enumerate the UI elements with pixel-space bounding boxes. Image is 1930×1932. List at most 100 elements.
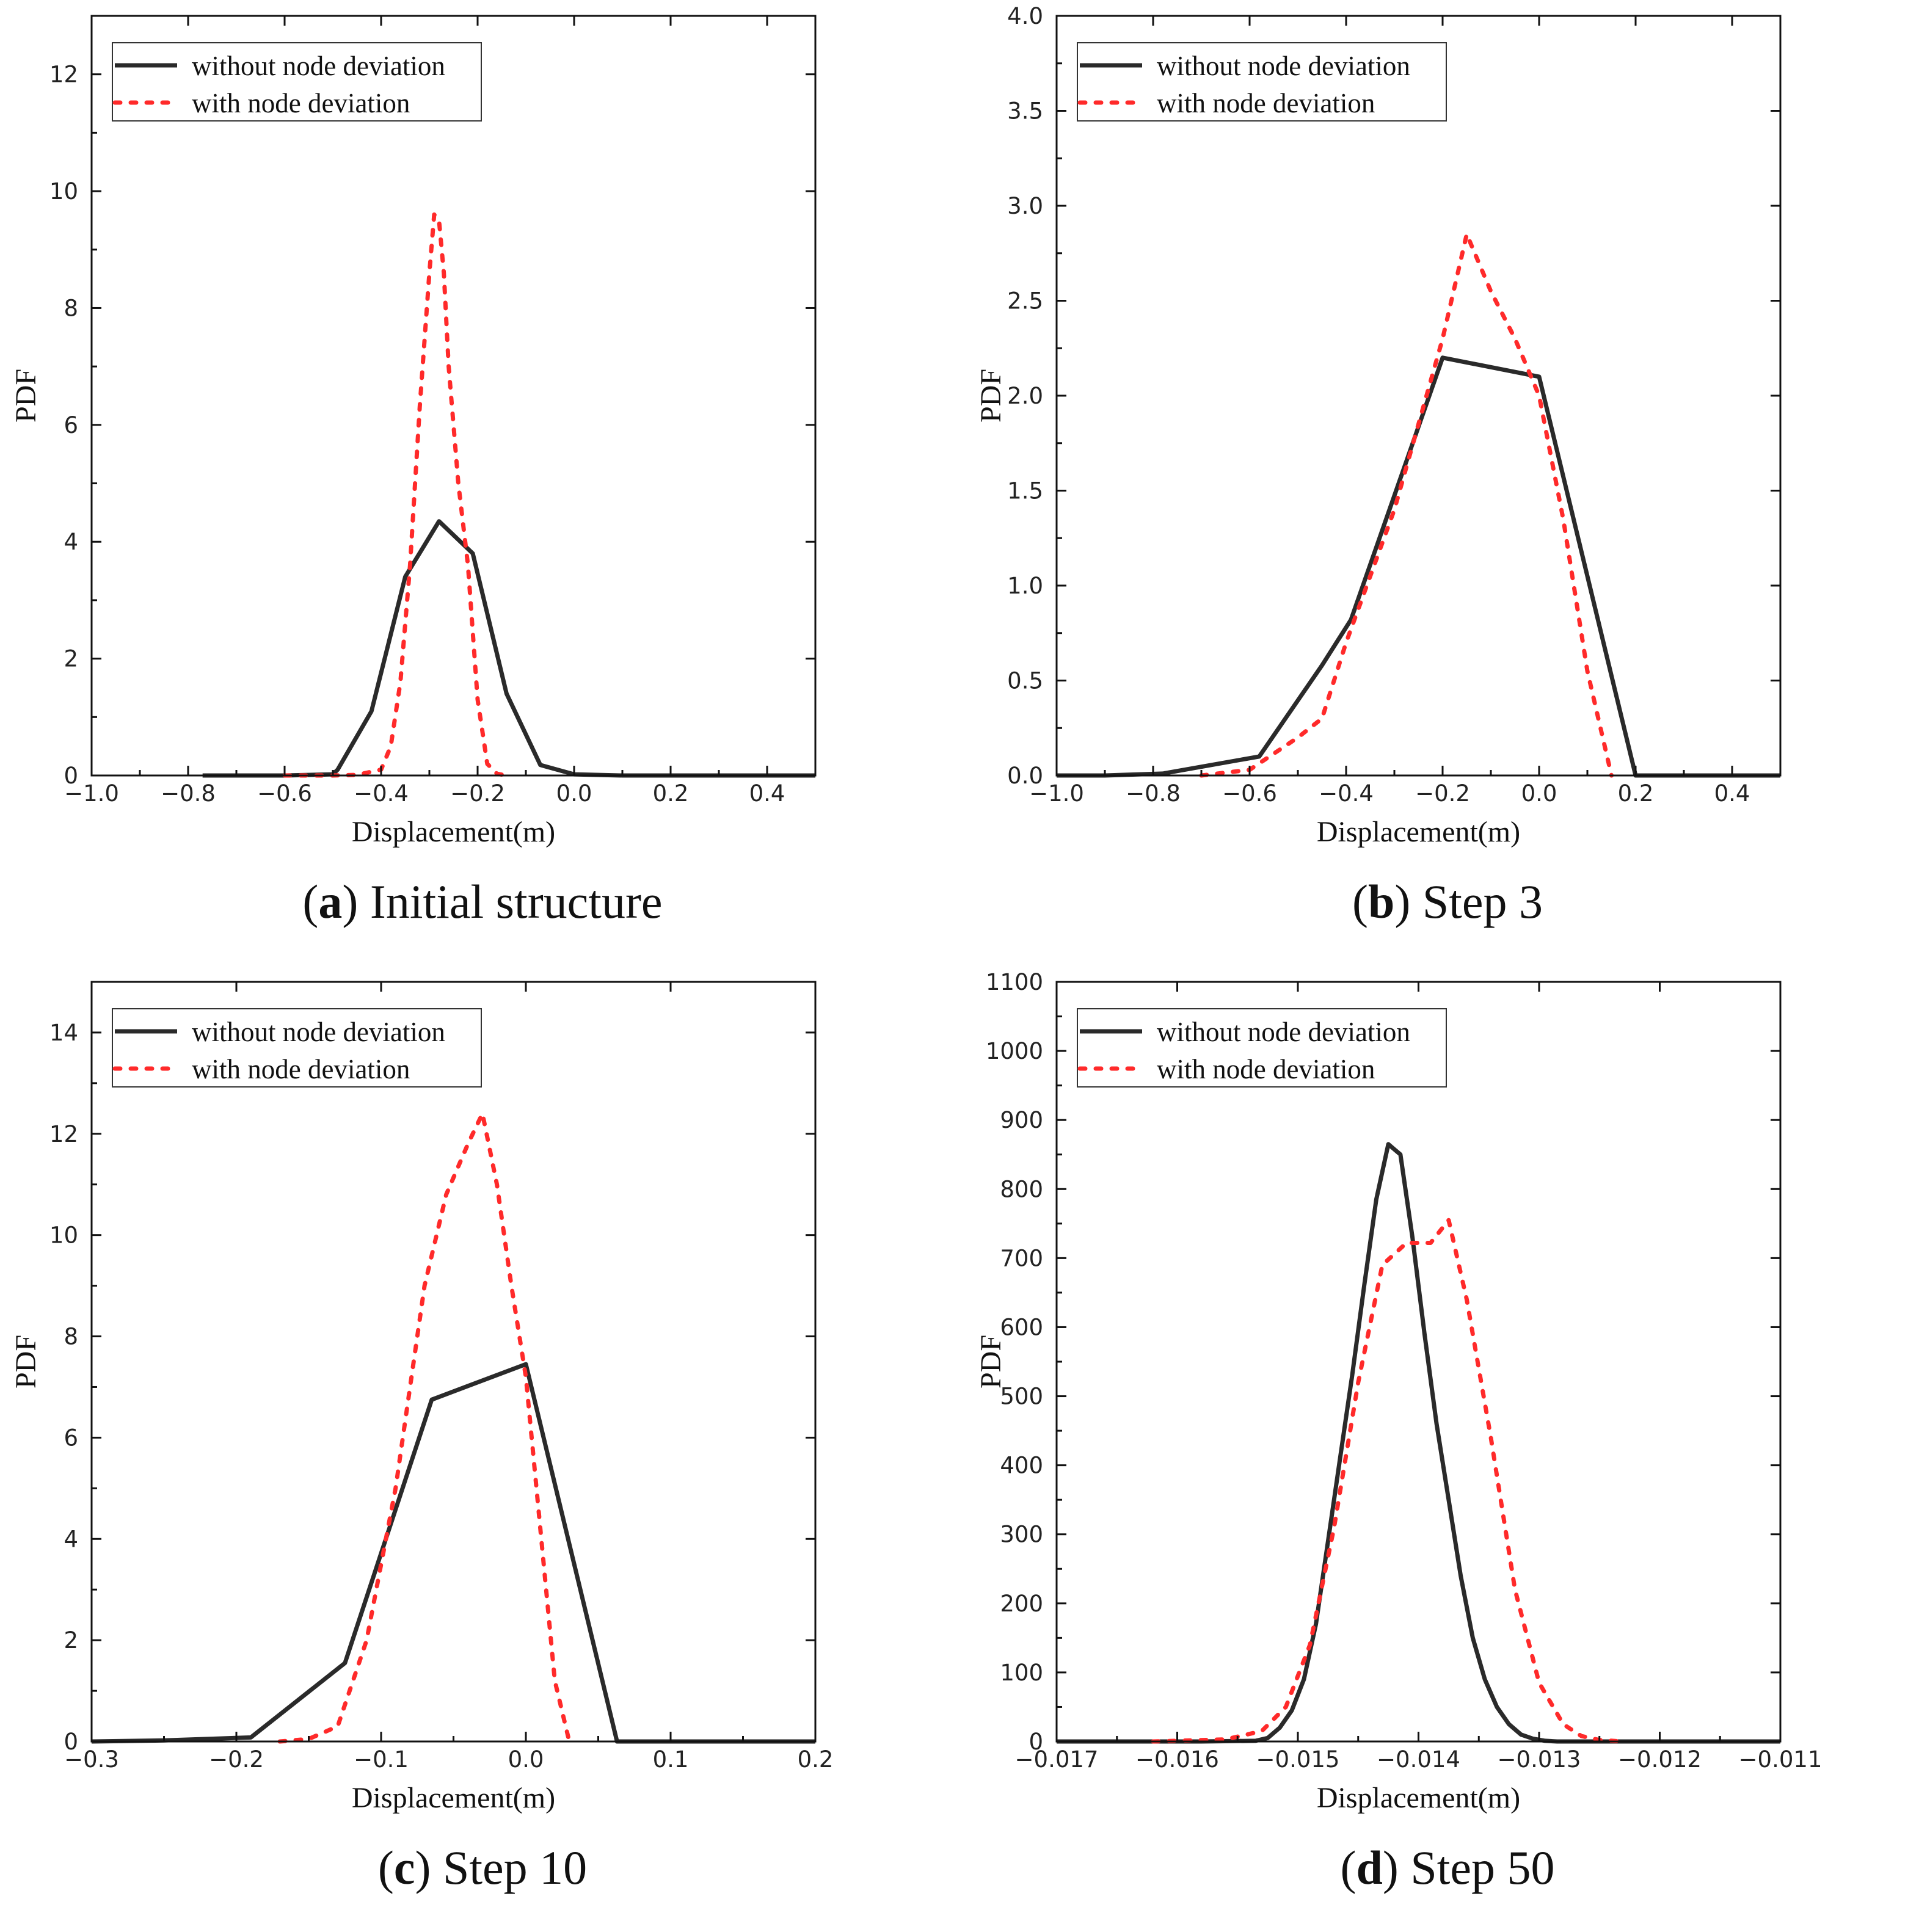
x-axis-label-b: Displacement(m): [1317, 816, 1520, 848]
x-tick-label-b: −1.0: [1029, 780, 1084, 807]
series-line-with-node-deviation-c: [277, 1111, 572, 1744]
caption-d: (d) Step 50: [1340, 1841, 1555, 1894]
y-tick-label-a: 12: [49, 62, 78, 88]
caption-a-text: Initial structure: [370, 875, 663, 928]
y-tick-label-a: 6: [64, 412, 78, 438]
y-tick-label-b: 0.0: [1007, 763, 1043, 789]
y-tick-label-d: 200: [1000, 1591, 1043, 1617]
caption-d-letter: d: [1356, 1841, 1383, 1894]
y-tick-label-c: 8: [64, 1324, 78, 1350]
y-axis-label-b: PDF: [975, 369, 1007, 423]
y-tick-label-c: 12: [49, 1121, 78, 1147]
legend-label-without-node-deviation-c: without node deviation: [192, 1017, 445, 1047]
x-tick-label-b: 0.2: [1618, 780, 1654, 807]
legend-label-with-node-deviation-a: with node deviation: [192, 88, 410, 118]
y-tick-label-b: 3.0: [1007, 193, 1043, 219]
x-tick-label-d: −0.012: [1618, 1746, 1702, 1773]
y-tick-label-a: 10: [49, 178, 78, 205]
y-axis-label-d: PDF: [975, 1335, 1007, 1389]
y-tick-label-b: 2.5: [1007, 288, 1043, 314]
y-tick-label-d: 500: [1000, 1384, 1043, 1410]
y-tick-label-a: 8: [64, 295, 78, 321]
series-line-without-node-deviation-d: [1057, 1142, 1780, 1744]
series-line-without-node-deviation-a: [202, 519, 815, 778]
x-tick-label-c: 0.0: [508, 1746, 544, 1773]
x-tick-label-c: −0.1: [354, 1746, 409, 1773]
panel-a: −1.0 −0.8 −0.6 −0.4 −0.2 0.0 0.2 0.4 0 2 4 6 8 10 12 Di…: [0, 0, 965, 966]
x-tick-label-a: −0.8: [161, 780, 216, 807]
chart-c: −0.3 −0.2 −0.1 0.0 0.1 0.2 0 2 4 6 8 10 12 14 Displace…: [10, 981, 834, 1814]
y-tick-label-d: 600: [1000, 1314, 1043, 1340]
y-tick-label-b: 2.0: [1007, 383, 1043, 409]
caption-a-letter: a: [318, 875, 343, 928]
x-tick-label-a: 0.4: [749, 780, 785, 807]
caption-b-text: Step 3: [1422, 875, 1543, 928]
y-axis-label-c: PDF: [10, 1335, 42, 1389]
x-tick-label-a: −0.4: [354, 780, 409, 807]
caption-b: (b) Step 3: [1352, 875, 1543, 928]
caption-c-letter: c: [393, 1841, 415, 1894]
y-tick-label-b: 1.5: [1007, 478, 1043, 504]
y-tick-label-c: 4: [64, 1526, 78, 1552]
x-tick-label-d: −0.017: [1015, 1746, 1099, 1773]
x-tick-label-a: −0.2: [450, 780, 505, 807]
x-tick-label-b: 0.4: [1714, 780, 1750, 807]
x-tick-label-a: 0.2: [653, 780, 689, 807]
x-tick-label-c: −0.2: [209, 1746, 264, 1773]
y-tick-label-d: 100: [1000, 1660, 1043, 1686]
plot-frame-d: [1055, 981, 1782, 1743]
series-line-with-node-deviation-d: [1151, 1218, 1626, 1744]
x-tick-label-a: 0.0: [556, 780, 592, 807]
legend-box-d: [1077, 1008, 1447, 1088]
caption-c-text: Step 10: [442, 1841, 588, 1894]
legend-label-without-node-deviation-d: without node deviation: [1157, 1017, 1410, 1047]
series-line-with-node-deviation-a: [282, 212, 509, 778]
chart-b: −1.0 −0.8 −0.6 −0.4 −0.2 0.0 0.2 0.4 0.0 0.5 1.0 1.…: [975, 3, 1782, 848]
y-tick-label-d: 900: [1000, 1107, 1043, 1133]
x-axis-label-d: Displacement(m): [1317, 1782, 1520, 1814]
legend-box-b: [1077, 42, 1447, 122]
y-tick-label-b: 0.5: [1007, 668, 1043, 694]
x-tick-label-d: −0.011: [1739, 1746, 1823, 1773]
panel-c: −0.3 −0.2 −0.1 0.0 0.1 0.2 0 2 4 6 8 10 12 14 Displace…: [0, 966, 965, 1932]
y-tick-label-a: 4: [64, 529, 78, 555]
x-tick-label-b: −0.2: [1415, 780, 1470, 807]
x-tick-label-d: −0.015: [1256, 1746, 1340, 1773]
y-tick-label-b: 1.0: [1007, 573, 1043, 599]
chart-a: −1.0 −0.8 −0.6 −0.4 −0.2 0.0 0.2 0.4 0 2 4 6 8 10 12 Di…: [10, 15, 817, 848]
legend-label-with-node-deviation-b: with node deviation: [1157, 88, 1375, 118]
y-tick-label-c: 2: [64, 1627, 78, 1654]
y-tick-label-d: 800: [1000, 1176, 1043, 1202]
plot-frame-b: [1055, 15, 1782, 777]
x-tick-label-d: −0.014: [1377, 1746, 1460, 1773]
y-tick-label-c: 6: [64, 1425, 78, 1451]
y-tick-label-d: 0: [1029, 1729, 1043, 1755]
series-line-with-node-deviation-b: [1199, 232, 1614, 778]
x-tick-label-b: −0.4: [1319, 780, 1374, 807]
caption-d-text: Step 50: [1410, 1841, 1555, 1894]
y-tick-label-d: 1000: [986, 1038, 1043, 1064]
legend-label-without-node-deviation-a: without node deviation: [192, 51, 445, 81]
panel-b: −1.0 −0.8 −0.6 −0.4 −0.2 0.0 0.2 0.4 0.0 0.5 1.0 1.…: [965, 0, 1930, 966]
panel-d: −0.017 −0.016 −0.015 −0.014 −0.013 −0.012 −0.0…: [965, 966, 1930, 1932]
y-tick-label-a: 0: [64, 763, 78, 789]
x-tick-label-d: −0.013: [1498, 1746, 1581, 1773]
chart-d: −0.017 −0.016 −0.015 −0.014 −0.013 −0.012 −0.0…: [975, 969, 1823, 1814]
y-tick-label-c: 0: [64, 1729, 78, 1755]
y-axis-label-a: PDF: [10, 369, 42, 423]
y-tick-label-d: 1100: [986, 969, 1043, 995]
plot-frame-a: [90, 15, 817, 777]
legend-label-with-node-deviation-d: with node deviation: [1157, 1054, 1375, 1084]
x-tick-label-b: −0.6: [1222, 780, 1277, 807]
caption-b-letter: b: [1367, 875, 1395, 928]
x-tick-label-d: −0.016: [1135, 1746, 1219, 1773]
x-tick-label-a: −0.6: [257, 780, 312, 807]
series-line-without-node-deviation-c: [91, 1362, 815, 1744]
x-tick-label-c: 0.2: [798, 1746, 834, 1773]
y-tick-label-d: 400: [1000, 1453, 1043, 1479]
x-tick-label-c: 0.1: [653, 1746, 689, 1773]
y-tick-label-b: 4.0: [1007, 3, 1043, 29]
y-tick-label-c: 10: [49, 1222, 78, 1249]
x-tick-label-b: 0.0: [1521, 780, 1557, 807]
y-tick-label-d: 700: [1000, 1245, 1043, 1271]
